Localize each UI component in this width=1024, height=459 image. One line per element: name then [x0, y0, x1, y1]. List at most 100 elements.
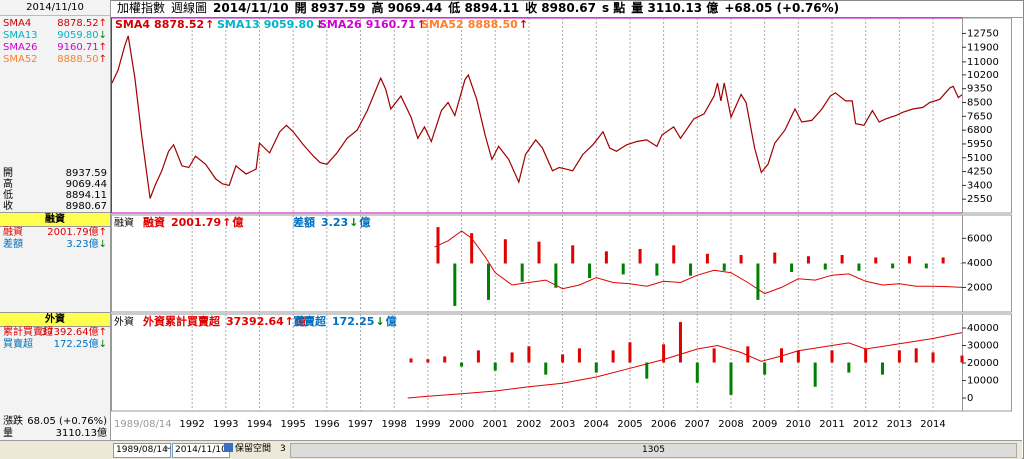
series-line [434, 230, 963, 295]
header-item: 高 9069.44 [371, 1, 443, 15]
bar [588, 263, 592, 279]
quote-row: 低 8894.11 [3, 190, 107, 202]
legend-text: 億 [232, 215, 243, 229]
quote-label: 收 [3, 201, 13, 212]
bar [746, 346, 750, 363]
bar [453, 263, 457, 306]
bar [722, 263, 726, 271]
y-tick-label: 12750 [967, 28, 999, 39]
legend-text: 9059.80 [264, 18, 314, 31]
end-date[interactable]: 2014/11/10 [172, 443, 230, 458]
sma-row: SMA13 9059.80↓ [3, 30, 107, 42]
y-tick-label: 10000 [967, 376, 999, 387]
scrollbar[interactable]: 1305 [290, 443, 1017, 458]
bar [571, 245, 575, 264]
bar [476, 350, 480, 363]
foreign-row: 買賣超 172.25億↓ [3, 339, 107, 351]
y-tick-label: 4000 [967, 258, 992, 269]
sma-value: 9059.80↓ [57, 30, 107, 42]
bar [628, 342, 632, 363]
start-date[interactable]: 1989/08/14 [113, 443, 171, 458]
x-tick-label: 2004 [584, 419, 609, 430]
bar [712, 348, 716, 363]
bar [594, 362, 598, 373]
quote-value: 9069.44 [66, 179, 107, 191]
reserve-button[interactable]: 保留空間 [224, 443, 271, 456]
header: 加權指數 週線圖 2014/11/10 開 8937.59 高 9069.44 低 889… [111, 0, 1024, 18]
series-line [407, 332, 963, 399]
bar [881, 362, 885, 375]
bar [426, 359, 430, 363]
x-tick-label: 2006 [651, 419, 676, 430]
legend-text: 買賣超 [293, 314, 327, 328]
header-item: s 點 [601, 1, 626, 15]
bar [537, 241, 541, 264]
x-tick-label: 2013 [887, 419, 912, 430]
legend-text: SMA52 [421, 18, 464, 31]
sma-part: ↑ [98, 54, 107, 65]
quote-row: 收 8980.67 [3, 201, 107, 213]
quote-value: 8980.67 [66, 201, 107, 213]
quote-value: 8937.59 [66, 168, 107, 180]
y-tick-label: 3400 [967, 180, 992, 191]
panel [111, 17, 963, 214]
sma-part: 9160.71 [57, 42, 99, 53]
bar [527, 346, 531, 363]
y-tick-label: 11900 [967, 42, 999, 53]
legend-text: 3.23 [321, 216, 348, 229]
legend-text: 9160.71 [366, 18, 416, 31]
margin-label: 差額 [3, 239, 23, 250]
legend-text: SMA13 [217, 18, 260, 31]
summary-row: 漲跌 68.05 (+0.76%) [3, 416, 107, 428]
bar [604, 251, 608, 264]
header-item: 低 8894.11 [448, 1, 520, 15]
margin-part: 億 [88, 239, 99, 250]
bar [689, 263, 693, 276]
y-tick-label: 6800 [967, 125, 992, 136]
bar [729, 362, 733, 395]
bar [931, 352, 935, 363]
margin-part: ↓ [98, 239, 107, 250]
bar [847, 362, 851, 373]
legend-text: ↓ [349, 216, 358, 229]
y-tick-label: 2550 [967, 194, 992, 205]
bar [941, 257, 945, 264]
bar [924, 263, 928, 269]
legend-text: 37392.64 [226, 315, 284, 328]
quote-row: 開 8937.59 [3, 168, 107, 180]
bar [960, 355, 964, 363]
sidebar: 2014/11/10 SMA4 8878.52↑ SMA13 9059.80↓ SMA26… [0, 0, 111, 440]
x-tick-label: 2005 [617, 419, 642, 430]
x-tick-label: 2001 [483, 419, 508, 430]
legend-text: ↓ [315, 18, 324, 31]
legend-text: 億 [359, 215, 370, 229]
bar [611, 350, 615, 363]
toolbar: 1989/08/14 ~ 2014/11/10 保留空間 3 1305 [0, 440, 1022, 459]
sma-part: ↓ [98, 30, 107, 41]
margin-value: 3.23億↓ [66, 239, 107, 251]
bar [874, 257, 878, 264]
bar [638, 248, 642, 264]
header-item: 2014/11/10 [213, 1, 289, 15]
y-tick-label: 7650 [967, 111, 992, 122]
y-tick-label: 30000 [967, 341, 999, 352]
series-line [111, 35, 963, 199]
foreign-part: 172.25 [53, 339, 89, 350]
y-tick-label: 0 [967, 393, 973, 404]
bar [655, 263, 659, 276]
axis-panel [962, 214, 1012, 313]
sma-value: 8878.52↑ [57, 18, 107, 30]
header-item: 量 3110.13 億 [631, 1, 719, 15]
y-tick-label: 5100 [967, 153, 992, 164]
y-tick-label: 2000 [967, 282, 992, 293]
bar [460, 362, 464, 367]
panel-title: 外資 [114, 316, 134, 328]
panel-title: 融資 [114, 217, 134, 229]
legend-text: 外資累計買賣超 [142, 314, 221, 328]
y-tick-label: 10200 [967, 70, 999, 81]
bar [914, 348, 918, 363]
bar [840, 255, 844, 264]
bar [645, 362, 649, 379]
foreign-section: 外資 [0, 312, 110, 327]
x-tick-label: 2007 [685, 419, 710, 430]
